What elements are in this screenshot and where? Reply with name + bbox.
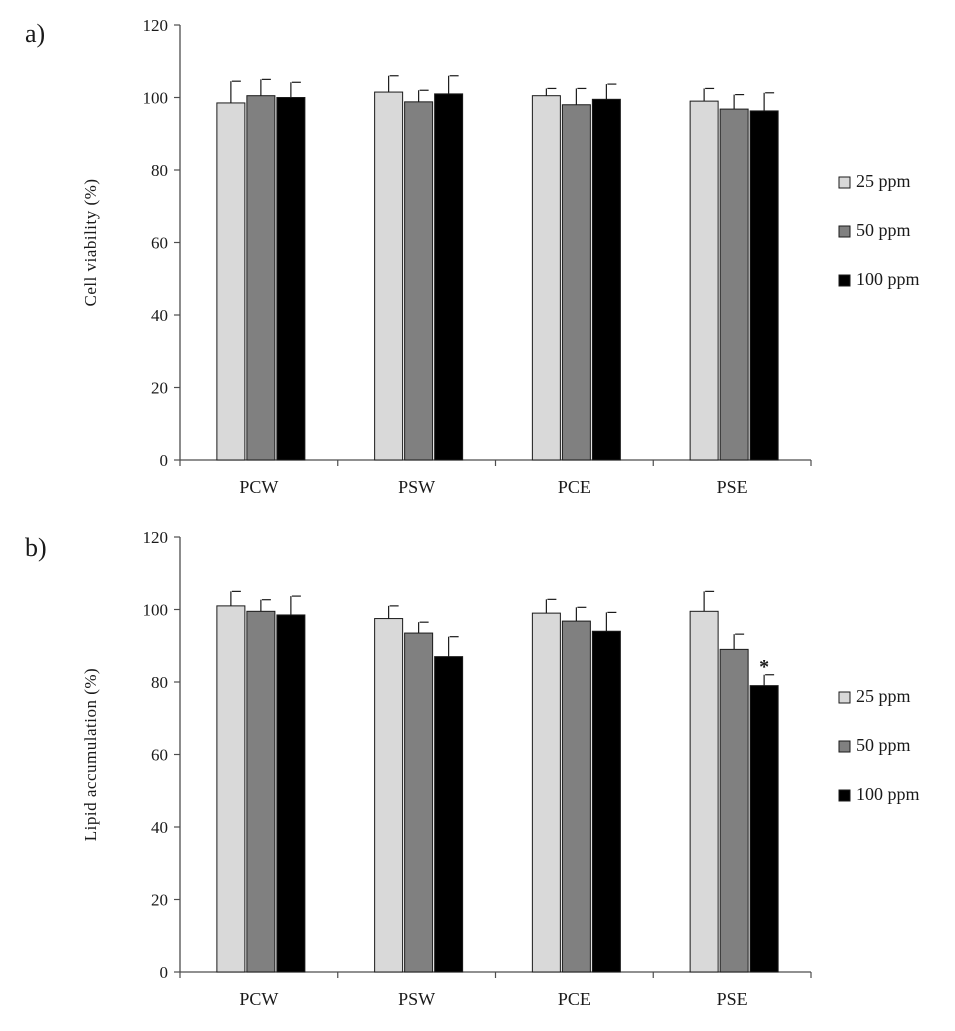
bar-pcw-50-ppm: [246, 610, 276, 973]
y-tick-label: 100: [143, 89, 169, 108]
y-tick-label: 60: [151, 234, 168, 253]
bar-pcw-100-ppm: [276, 97, 306, 461]
legend-swatch-100-ppm: [838, 274, 851, 287]
bar-pse-25-ppm: [689, 610, 719, 973]
bar-pse-50-ppm: [719, 648, 749, 973]
legend-label-25-ppm: 25 ppm: [856, 686, 911, 706]
bar-pce-100-ppm: [591, 630, 621, 973]
legend-swatch-25-ppm: [838, 691, 851, 704]
bar-pse-100-ppm: [749, 685, 779, 973]
y-tick-label: 60: [151, 746, 168, 765]
legend-label-50-ppm: 50 ppm: [856, 220, 911, 240]
bar-psw-50-ppm: [404, 632, 434, 973]
bar-pcw-25-ppm: [216, 102, 246, 461]
significance-marker: *: [759, 656, 769, 678]
y-tick-label: 40: [151, 818, 168, 837]
legend-label-50-ppm: 50 ppm: [856, 735, 911, 755]
legend-label-25-ppm: 25 ppm: [856, 171, 911, 191]
bar-psw-25-ppm: [374, 618, 404, 973]
bar-pce-25-ppm: [531, 612, 561, 973]
x-tick-label-pce: PCE: [558, 989, 591, 1009]
x-tick-label-psw: PSW: [398, 989, 435, 1009]
y-tick-label: 120: [143, 16, 169, 35]
x-tick-label-psw: PSW: [398, 477, 435, 497]
chart-panel-b: b) 0 20 40 60 80 100 120 Lipid accumulation (%) P…: [25, 528, 920, 1009]
bar-pse-25-ppm: [689, 100, 719, 461]
bar-pce-100-ppm: [591, 98, 621, 461]
bar-pcw-25-ppm: [216, 605, 246, 973]
x-tick-label-pcw: PCW: [239, 477, 278, 497]
y-tick-label: 120: [143, 528, 169, 547]
legend: 25 ppm 50 ppm 100 ppm: [838, 686, 920, 804]
x-tick-label-pse: PSE: [717, 477, 748, 497]
bar-psw-100-ppm: [434, 656, 464, 973]
y-axis-title: Lipid accumulation (%): [81, 668, 100, 841]
bar-psw-25-ppm: [374, 91, 404, 461]
panel-label: b): [25, 533, 47, 562]
x-tick-label-pse: PSE: [717, 989, 748, 1009]
y-tick-label: 100: [143, 601, 169, 620]
y-tick-label: 20: [151, 379, 168, 398]
legend-swatch-100-ppm: [838, 789, 851, 802]
y-tick-label: 0: [160, 451, 169, 470]
bar-psw-100-ppm: [434, 93, 464, 461]
y-tick-label: 20: [151, 891, 168, 910]
x-tick-label-pce: PCE: [558, 477, 591, 497]
legend-swatch-50-ppm: [838, 740, 851, 753]
y-axis-title: Cell viability (%): [81, 179, 100, 307]
legend-swatch-25-ppm: [838, 176, 851, 189]
legend: 25 ppm 50 ppm 100 ppm: [838, 171, 920, 289]
y-tick-label: 40: [151, 306, 168, 325]
bar-pce-50-ppm: [561, 104, 591, 461]
y-tick-label: 80: [151, 161, 168, 180]
panel-label: a): [25, 19, 45, 48]
legend-label-100-ppm: 100 ppm: [856, 269, 920, 289]
x-tick-label-pcw: PCW: [239, 989, 278, 1009]
bar-pce-50-ppm: [561, 620, 591, 973]
legend-swatch-50-ppm: [838, 225, 851, 238]
y-tick-label: 80: [151, 673, 168, 692]
bar-pcw-100-ppm: [276, 614, 306, 973]
bar-pse-100-ppm: [749, 110, 779, 461]
bar-psw-50-ppm: [404, 101, 434, 461]
bar-pce-25-ppm: [531, 95, 561, 461]
legend-label-100-ppm: 100 ppm: [856, 784, 920, 804]
bar-pse-50-ppm: [719, 108, 749, 461]
bar-pcw-50-ppm: [246, 95, 276, 461]
chart-panel-a: a) 0 20 40 60 80 100 120 Cell viability (%) PCW PS…: [25, 16, 920, 497]
y-tick-label: 0: [160, 963, 169, 982]
